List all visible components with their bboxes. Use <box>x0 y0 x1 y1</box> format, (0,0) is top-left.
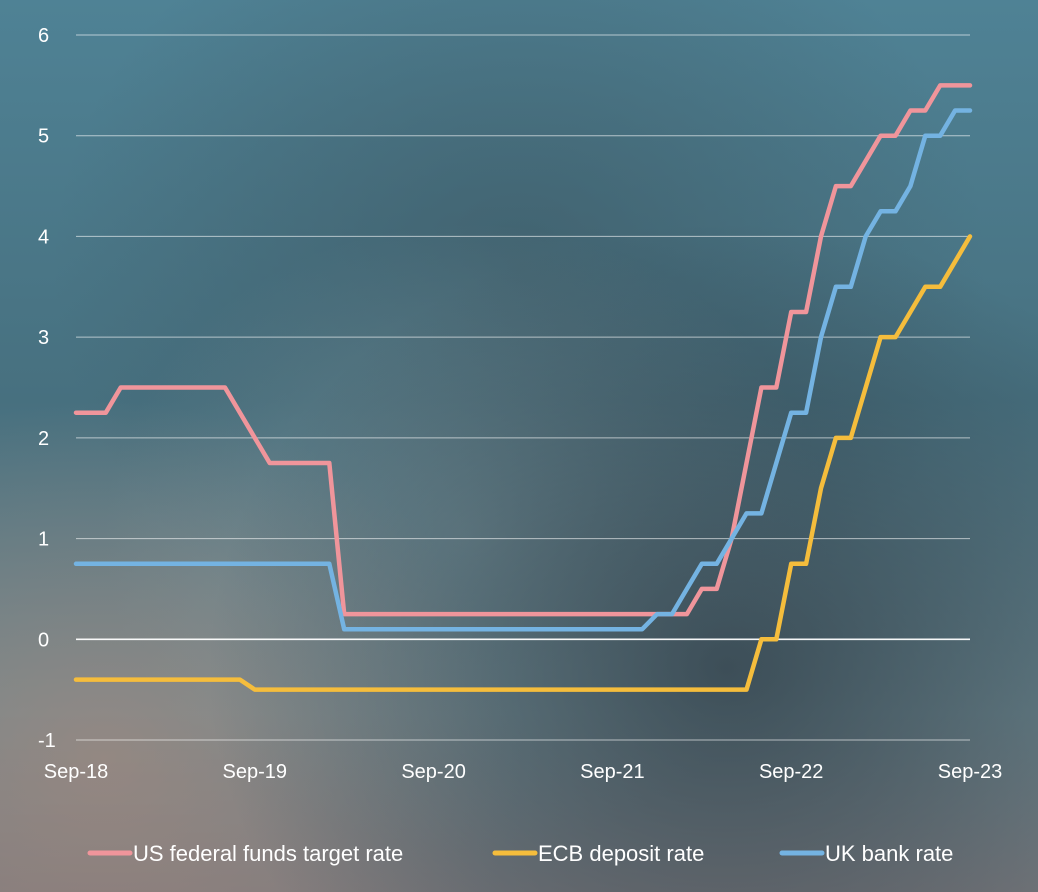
series-line-ecb-deposit-rate <box>73 234 973 692</box>
x-tick-label: Sep-18 <box>44 761 109 783</box>
series-lines <box>73 83 973 692</box>
y-tick-label: 5 <box>38 126 49 148</box>
y-tick-label: 1 <box>38 529 49 551</box>
legend-label: US federal funds target rate <box>133 841 403 866</box>
x-axis: Sep-18 Sep-19 Sep-20 Sep-21 Sep-22 Sep-23 <box>44 761 1003 783</box>
y-tick-label: 0 <box>38 629 49 651</box>
x-tick-label: Sep-19 <box>223 761 288 783</box>
legend: US federal funds target rate ECB deposit … <box>87 841 953 866</box>
x-tick-label: Sep-21 <box>580 761 645 783</box>
y-tick-label: 3 <box>38 327 49 349</box>
x-tick-label: Sep-22 <box>759 761 824 783</box>
y-tick-label: 6 <box>38 25 49 47</box>
y-tick-label: -1 <box>38 730 56 752</box>
y-axis: -1 0 1 2 3 4 5 6 <box>38 25 56 752</box>
y-tick-label: 4 <box>38 226 49 248</box>
series-line-us-federal-funds-target-rate <box>73 83 973 617</box>
series-line-uk-bank-rate <box>73 108 973 632</box>
legend-label: UK bank rate <box>825 841 953 866</box>
y-tick-label: 2 <box>38 428 49 450</box>
legend-label: ECB deposit rate <box>538 841 704 866</box>
gridlines <box>76 34 970 741</box>
x-tick-label: Sep-20 <box>401 761 466 783</box>
x-tick-label: Sep-23 <box>938 761 1003 783</box>
